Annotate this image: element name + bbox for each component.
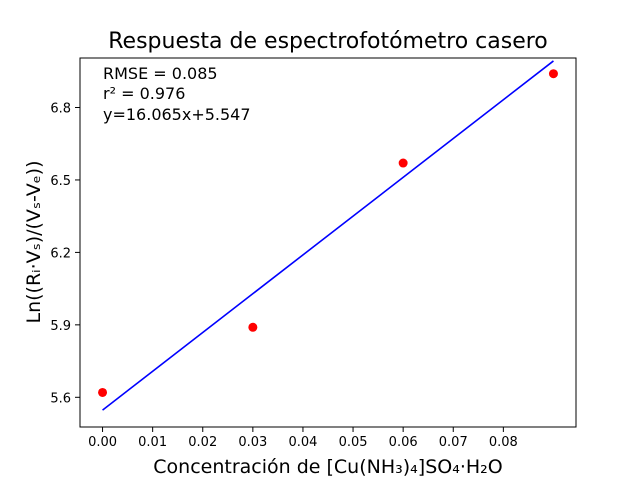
x-tick-label: 0.05 [339, 435, 368, 450]
data-points-layer [98, 69, 558, 397]
y-tick-label: 6.5 [50, 174, 71, 189]
x-tick-label: 0.02 [188, 435, 217, 450]
fit-line [102, 60, 554, 411]
plot-frame [79, 57, 577, 428]
fit-line-layer [102, 60, 554, 411]
x-tick-label: 0.01 [138, 435, 167, 450]
x-axis-label: Concentración de [Cu(NH₃)₄]SO₄·H₂O [153, 456, 502, 478]
equation-annotation: y=16.065x+5.547 [103, 105, 251, 124]
x-tick-label: 0.06 [389, 435, 418, 450]
y-tick-label: 5.9 [50, 319, 71, 334]
y-tick-label: 5.6 [50, 391, 71, 406]
r2-annotation: r² = 0.976 [103, 84, 185, 103]
data-point [398, 158, 408, 168]
data-point [548, 69, 558, 79]
x-tick-label: 0.04 [288, 435, 317, 450]
y-axis-ticks: 5.6 5.9 6.2 6.5 6.8 [50, 102, 80, 406]
x-axis-ticks: 0.00 0.01 0.02 0.03 0.04 0.05 0.06 0.07 0.08 [88, 427, 518, 450]
data-point [98, 387, 108, 397]
y-tick-label: 6.2 [50, 246, 71, 261]
chart-title: Respuesta de espectrofotómetro casero [108, 29, 548, 54]
data-point [248, 322, 258, 332]
x-tick-label: 0.08 [489, 435, 518, 450]
y-axis-label: Ln((Rᵢ·Vₛ)/(Vₛ-Vₑ)) [23, 161, 45, 324]
y-tick-label: 6.8 [50, 102, 71, 117]
x-tick-label: 0.00 [88, 435, 117, 450]
x-tick-label: 0.07 [439, 435, 468, 450]
rmse-annotation: RMSE = 0.085 [103, 64, 218, 83]
x-tick-label: 0.03 [238, 435, 267, 450]
